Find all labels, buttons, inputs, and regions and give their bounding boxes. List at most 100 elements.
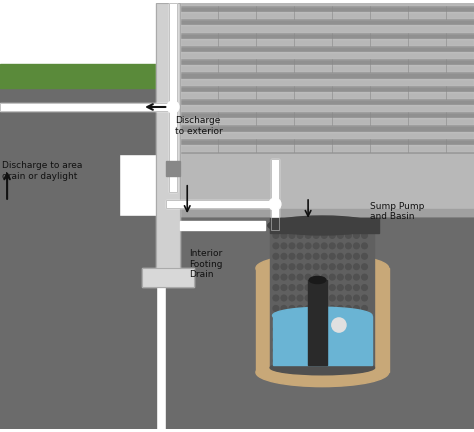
Bar	[270, 218, 379, 232]
Circle shape	[362, 316, 367, 322]
Circle shape	[313, 305, 319, 311]
Circle shape	[346, 243, 351, 249]
Circle shape	[329, 232, 335, 238]
FancyArrow shape	[124, 76, 127, 88]
Circle shape	[305, 327, 311, 332]
Circle shape	[332, 318, 346, 332]
Circle shape	[313, 316, 319, 322]
Circle shape	[346, 285, 351, 290]
Circle shape	[354, 243, 359, 249]
Circle shape	[321, 305, 327, 311]
Circle shape	[269, 198, 281, 210]
Bar	[271, 159, 279, 230]
Circle shape	[362, 254, 367, 259]
FancyArrow shape	[32, 78, 35, 88]
Circle shape	[305, 337, 311, 343]
Circle shape	[289, 254, 295, 259]
Circle shape	[321, 254, 327, 259]
Circle shape	[305, 358, 311, 363]
Bar	[142, 268, 194, 287]
Circle shape	[321, 274, 327, 280]
Circle shape	[305, 305, 311, 311]
Circle shape	[321, 358, 327, 363]
Circle shape	[305, 243, 311, 249]
Circle shape	[321, 347, 327, 353]
Circle shape	[289, 232, 295, 238]
Circle shape	[289, 264, 295, 270]
Bar	[166, 39, 474, 46]
Circle shape	[273, 347, 279, 353]
Bar	[166, 12, 474, 19]
FancyArrow shape	[18, 76, 20, 88]
Circle shape	[321, 316, 327, 322]
Circle shape	[354, 274, 359, 280]
Circle shape	[273, 295, 279, 301]
Circle shape	[329, 347, 335, 353]
Circle shape	[289, 274, 295, 280]
Circle shape	[362, 264, 367, 270]
Circle shape	[281, 285, 287, 290]
Circle shape	[297, 254, 303, 259]
Circle shape	[313, 295, 319, 301]
Circle shape	[362, 305, 367, 311]
Circle shape	[337, 327, 343, 332]
FancyArrow shape	[146, 79, 148, 88]
Bar	[256, 268, 389, 372]
Circle shape	[321, 285, 327, 290]
Circle shape	[289, 347, 295, 353]
Circle shape	[337, 243, 343, 249]
Circle shape	[354, 264, 359, 270]
Circle shape	[281, 274, 287, 280]
Circle shape	[313, 285, 319, 290]
Circle shape	[273, 358, 279, 363]
Circle shape	[354, 254, 359, 259]
Bar	[166, 200, 279, 208]
Circle shape	[305, 347, 311, 353]
Bar	[271, 159, 279, 230]
Bar	[166, 105, 474, 112]
Bar	[166, 3, 474, 154]
Ellipse shape	[309, 276, 326, 283]
Circle shape	[297, 327, 303, 332]
Bar	[273, 315, 372, 365]
Circle shape	[337, 295, 343, 301]
Circle shape	[362, 243, 367, 249]
Circle shape	[297, 264, 303, 270]
Circle shape	[313, 358, 319, 363]
Bar	[166, 92, 474, 99]
Circle shape	[329, 337, 335, 343]
Ellipse shape	[270, 361, 374, 375]
Circle shape	[346, 337, 351, 343]
Circle shape	[329, 295, 335, 301]
Circle shape	[281, 347, 287, 353]
Bar	[308, 280, 327, 365]
Circle shape	[297, 316, 303, 322]
Circle shape	[321, 327, 327, 332]
Bar	[156, 3, 180, 278]
Circle shape	[321, 337, 327, 343]
Circle shape	[289, 243, 295, 249]
Circle shape	[329, 264, 335, 270]
FancyArrow shape	[89, 75, 91, 88]
Bar	[169, 3, 177, 192]
Circle shape	[167, 101, 179, 113]
Circle shape	[346, 254, 351, 259]
Circle shape	[354, 337, 359, 343]
Bar	[166, 65, 474, 73]
Circle shape	[354, 358, 359, 363]
Circle shape	[346, 327, 351, 332]
Circle shape	[281, 232, 287, 238]
Bar	[166, 132, 474, 139]
Circle shape	[329, 316, 335, 322]
Bar	[166, 216, 474, 429]
FancyArrow shape	[82, 79, 84, 88]
Circle shape	[297, 232, 303, 238]
Circle shape	[337, 358, 343, 363]
Circle shape	[305, 274, 311, 280]
Bar	[156, 3, 180, 278]
FancyArrow shape	[67, 78, 70, 88]
FancyArrow shape	[103, 76, 106, 88]
Circle shape	[329, 274, 335, 280]
Circle shape	[289, 358, 295, 363]
Circle shape	[297, 305, 303, 311]
